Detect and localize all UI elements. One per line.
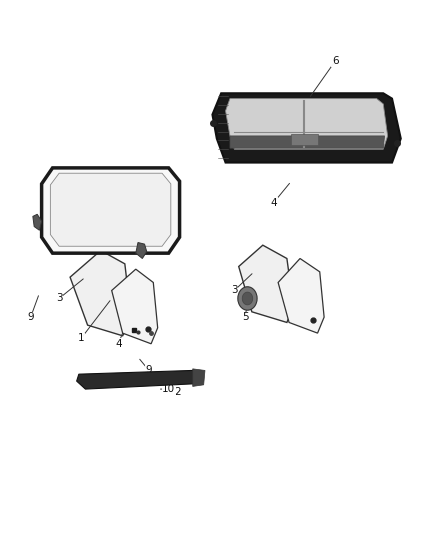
Polygon shape	[33, 214, 42, 230]
Text: 5: 5	[242, 312, 249, 322]
Polygon shape	[70, 251, 131, 336]
Text: 10: 10	[162, 384, 175, 394]
Polygon shape	[42, 168, 180, 253]
Polygon shape	[136, 243, 147, 259]
Text: 2: 2	[174, 387, 181, 397]
Polygon shape	[239, 245, 293, 322]
Text: 1: 1	[78, 334, 85, 343]
Text: 9: 9	[27, 312, 34, 322]
Circle shape	[238, 287, 257, 310]
Text: 3: 3	[56, 294, 63, 303]
Polygon shape	[230, 136, 385, 148]
Polygon shape	[226, 99, 388, 149]
Polygon shape	[77, 370, 201, 389]
Text: 3: 3	[231, 286, 238, 295]
Polygon shape	[291, 134, 318, 145]
Polygon shape	[193, 369, 205, 386]
Polygon shape	[50, 173, 171, 246]
Polygon shape	[278, 259, 324, 333]
Text: 4: 4	[115, 339, 122, 349]
Text: 9: 9	[145, 366, 152, 375]
Polygon shape	[212, 93, 401, 163]
Circle shape	[242, 292, 253, 305]
Text: 6: 6	[332, 56, 339, 66]
Text: 4: 4	[270, 198, 277, 207]
Polygon shape	[112, 269, 158, 344]
